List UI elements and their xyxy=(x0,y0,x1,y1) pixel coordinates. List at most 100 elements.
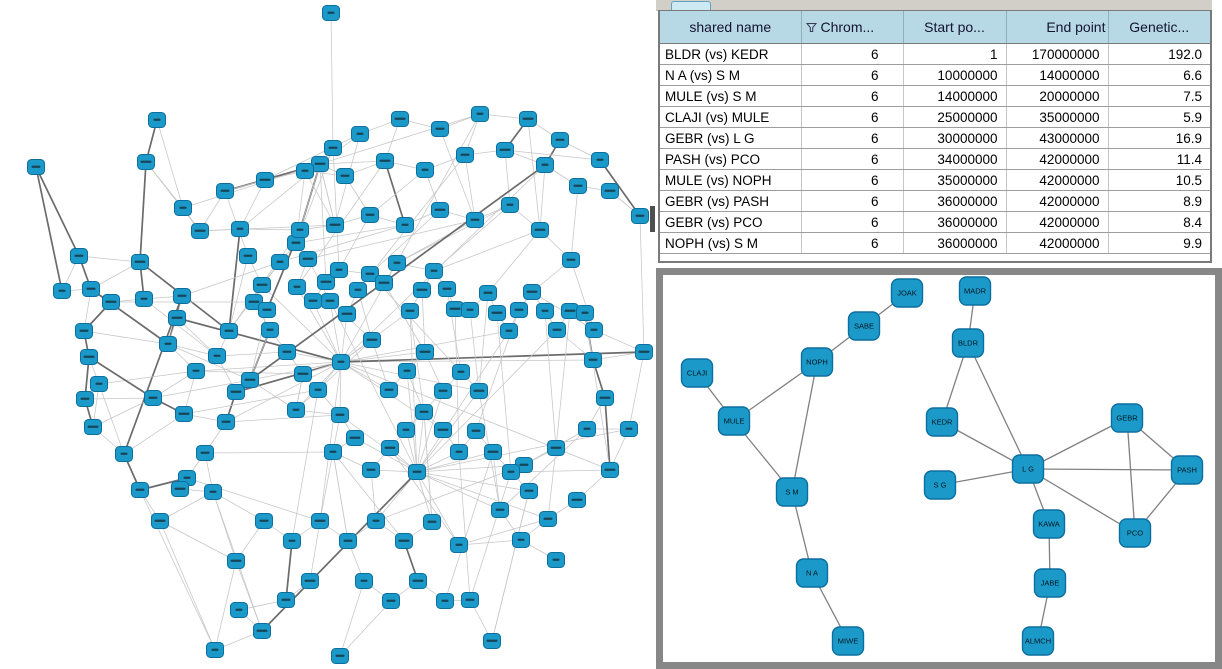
table-row[interactable]: GEBR (vs) L G 6 30000000 43000000 16.9 xyxy=(660,127,1210,149)
overview-node[interactable] xyxy=(578,421,596,437)
overview-node[interactable] xyxy=(434,383,452,399)
overview-node[interactable] xyxy=(361,266,379,282)
overview-node[interactable] xyxy=(416,162,434,178)
overview-node[interactable] xyxy=(301,573,319,589)
overview-node[interactable] xyxy=(450,537,468,553)
overview-node[interactable] xyxy=(536,157,554,173)
node-pco[interactable]: PCO xyxy=(1118,518,1152,548)
overview-node[interactable] xyxy=(239,248,257,264)
overview-node[interactable] xyxy=(330,262,348,278)
overview-node[interactable] xyxy=(317,274,335,290)
overview-node[interactable] xyxy=(299,251,317,267)
overview-node[interactable] xyxy=(331,648,349,664)
overview-node[interactable] xyxy=(436,593,454,609)
overview-node[interactable] xyxy=(230,602,248,618)
node-madr[interactable]: MADR xyxy=(958,276,992,306)
overview-node[interactable] xyxy=(253,277,271,293)
overview-node[interactable] xyxy=(227,553,245,569)
table-row[interactable]: MULE (vs) S M 6 14000000 20000000 7.5 xyxy=(660,85,1210,107)
overview-node[interactable] xyxy=(171,481,189,497)
overview-node[interactable] xyxy=(416,344,434,360)
overview-node[interactable] xyxy=(395,533,413,549)
overview-node[interactable] xyxy=(397,422,415,438)
table-row[interactable]: CLAJI (vs) MULE 6 25000000 35000000 5.9 xyxy=(660,106,1210,128)
overview-node[interactable] xyxy=(304,293,322,309)
node-sabe[interactable]: SABE xyxy=(847,311,881,341)
node-almch[interactable]: ALMCH xyxy=(1021,626,1055,656)
overview-node[interactable] xyxy=(324,444,342,460)
overview-node[interactable] xyxy=(187,363,205,379)
node-kawa[interactable]: KAWA xyxy=(1032,509,1066,539)
node-bldr[interactable]: BLDR xyxy=(951,328,985,358)
overview-node[interactable] xyxy=(502,464,520,480)
overview-node[interactable] xyxy=(401,303,419,319)
node-pash[interactable]: PASH xyxy=(1170,455,1204,485)
overview-node[interactable] xyxy=(261,322,279,338)
overview-node[interactable] xyxy=(53,283,71,299)
overview-node[interactable] xyxy=(431,121,449,137)
overview-node[interactable] xyxy=(491,502,509,518)
overview-node[interactable] xyxy=(423,514,441,530)
overview-node[interactable] xyxy=(413,282,431,298)
overview-node[interactable] xyxy=(519,111,537,127)
overview-node[interactable] xyxy=(283,533,301,549)
overview-node[interactable] xyxy=(324,140,342,156)
overview-node[interactable] xyxy=(596,390,614,406)
overview-node[interactable] xyxy=(287,402,305,418)
overview-node[interactable] xyxy=(256,172,274,188)
overview-node[interactable] xyxy=(376,153,394,169)
overview-node[interactable] xyxy=(461,302,479,318)
overview-node[interactable] xyxy=(255,513,273,529)
overview-node[interactable] xyxy=(391,111,409,127)
overview-node[interactable] xyxy=(536,303,554,319)
overview-node[interactable] xyxy=(601,462,619,478)
overview-node[interactable] xyxy=(144,390,162,406)
table-row[interactable]: PASH (vs) PCO 6 34000000 42000000 11.4 xyxy=(660,148,1210,170)
column-header-shared-name[interactable]: shared name xyxy=(660,11,802,44)
overview-node[interactable] xyxy=(80,349,98,365)
overview-node[interactable] xyxy=(375,275,393,291)
column-header-end-point[interactable]: End point xyxy=(1006,11,1109,44)
splitter-handle[interactable] xyxy=(650,206,655,232)
overview-node[interactable] xyxy=(398,363,416,379)
overview-node[interactable] xyxy=(217,414,235,430)
overview-node[interactable] xyxy=(510,302,528,318)
overview-node[interactable] xyxy=(520,483,538,499)
table-row[interactable]: NOPH (vs) S M 6 36000000 42000000 9.9 xyxy=(660,232,1210,254)
node-gebr[interactable]: GEBR xyxy=(1110,403,1144,433)
overview-node[interactable] xyxy=(332,354,350,370)
overview-node[interactable] xyxy=(584,352,602,368)
overview-node[interactable] xyxy=(135,291,153,307)
overview-node[interactable] xyxy=(568,492,586,508)
overview-node[interactable] xyxy=(227,384,245,400)
overview-node[interactable] xyxy=(620,421,638,437)
overview-node[interactable] xyxy=(601,183,619,199)
overview-node[interactable] xyxy=(483,633,501,649)
overview-node[interactable] xyxy=(321,293,339,309)
overview-node[interactable] xyxy=(336,168,354,184)
overview-node[interactable] xyxy=(351,126,369,142)
overview-node[interactable] xyxy=(204,484,222,500)
overview-node[interactable] xyxy=(258,302,276,318)
overview-node[interactable] xyxy=(277,592,295,608)
overview-node[interactable] xyxy=(191,223,209,239)
overview-node[interactable] xyxy=(159,336,177,352)
overview-node[interactable] xyxy=(241,372,259,388)
overview-node[interactable] xyxy=(488,305,506,321)
overview-node[interactable] xyxy=(501,197,519,213)
overview-node[interactable] xyxy=(287,235,305,251)
table-row[interactable]: MULE (vs) NOPH 6 35000000 42000000 10.5 xyxy=(660,169,1210,191)
overview-node[interactable] xyxy=(631,208,649,224)
node-joak[interactable]: JOAK xyxy=(890,278,924,308)
overview-node[interactable] xyxy=(484,444,502,460)
overview-node[interactable] xyxy=(450,444,468,460)
node-n-a[interactable]: N A xyxy=(795,558,829,588)
overview-node[interactable] xyxy=(361,207,379,223)
overview-node[interactable] xyxy=(382,593,400,609)
node-miwe[interactable]: MIWE xyxy=(831,626,865,656)
node-claji[interactable]: CLAJI xyxy=(680,358,714,388)
overview-node[interactable] xyxy=(216,183,234,199)
overview-node[interactable] xyxy=(296,163,314,179)
overview-node[interactable] xyxy=(479,285,497,301)
overview-node[interactable] xyxy=(531,222,549,238)
